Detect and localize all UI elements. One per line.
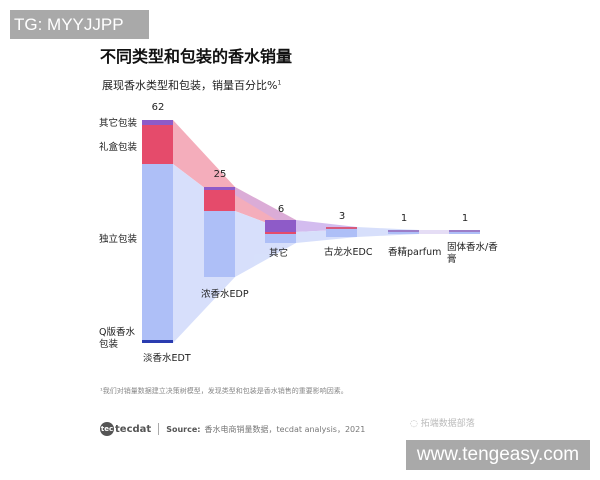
category-label-parfum: 香精parfum xyxy=(388,247,442,258)
bar-edp xyxy=(204,187,235,277)
flow-blue-2 xyxy=(235,211,296,277)
wechat-text: 拓端数据部落 xyxy=(420,419,475,429)
watermark-bottom: www.tengeasy.com xyxy=(406,440,590,470)
bar-solid xyxy=(449,230,480,234)
subtitle-footnote-mark: 1 xyxy=(277,79,282,87)
legend-standalone-packaging: 独立包装 xyxy=(99,234,138,245)
chart-title: 不同类型和包装的香水销量 xyxy=(100,47,293,66)
logo-text: tecdat xyxy=(115,423,152,435)
category-label-edt: 淡香水EDT xyxy=(143,353,191,364)
bar-other xyxy=(265,220,296,243)
tecdat-logo: tec tecdat xyxy=(100,422,151,436)
logo-circle-icon: tec xyxy=(100,422,114,436)
chart-subtitle: 展现香水类型和包装，销量百分比%1 xyxy=(102,77,281,93)
subtitle-text: 展现香水类型和包装，销量百分比% xyxy=(102,79,278,92)
source-line: tec tecdat Source: 香水电商销量数据，tecdat analys… xyxy=(100,422,365,436)
watermark-top: TG: MYYJJPP xyxy=(10,10,149,39)
legend-other-packaging: 其它包装 xyxy=(99,118,138,129)
category-label-other: 其它 xyxy=(269,248,289,259)
legend-q-packaging: Q版香水 包装 xyxy=(99,327,135,350)
divider xyxy=(158,423,160,435)
bar-parfum xyxy=(388,230,419,234)
category-label-edp: 浓香水EDP xyxy=(201,289,249,300)
source-label: Source: xyxy=(166,424,201,434)
bar-edc xyxy=(326,227,357,237)
value-label-solid: 1 xyxy=(461,213,469,224)
value-label-parfum: 1 xyxy=(400,213,408,224)
bar-edt xyxy=(142,120,173,343)
wechat-watermark: ◌ 拓端数据部落 xyxy=(410,416,475,429)
legend-gift-packaging: 礼盒包装 xyxy=(99,142,138,153)
source-text: 香水电商销量数据，tecdat analysis，2021 xyxy=(204,424,366,434)
value-label-edp: 25 xyxy=(213,169,227,180)
value-label-edc: 3 xyxy=(338,211,346,222)
category-label-edc: 古龙水EDC xyxy=(324,247,373,258)
value-label-other: 6 xyxy=(277,204,285,215)
footnote: ¹我们对销量数据建立决策树模型，发现类型和包装是香水销售的重要影响因素。 xyxy=(100,387,348,395)
category-label-solid: 固体香水/香膏 xyxy=(447,242,498,265)
wechat-icon: ◌ xyxy=(410,419,421,429)
value-label-edt: 62 xyxy=(151,102,165,113)
